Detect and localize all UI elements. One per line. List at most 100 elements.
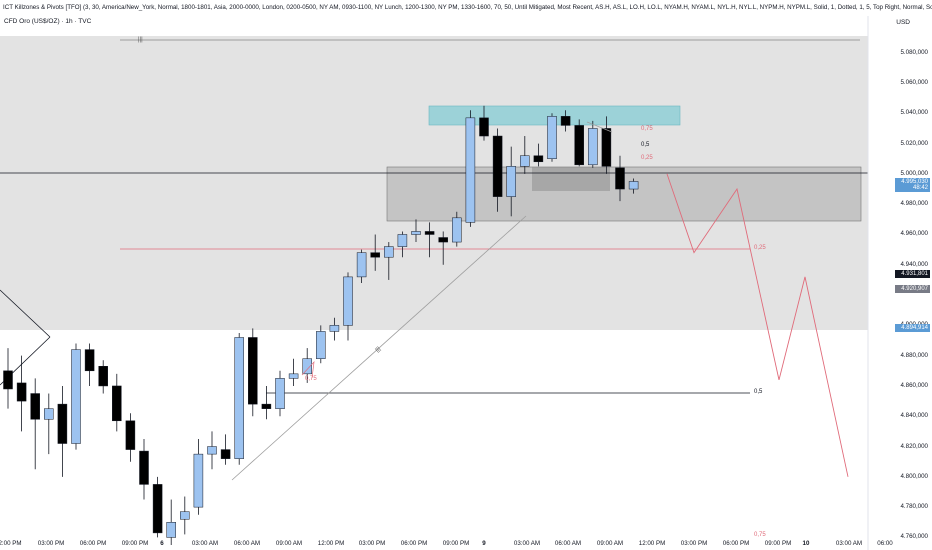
indicator-legend[interactable]: ICT Killzones & Pivots [TFO] (3, 30, Ame… [3,4,932,11]
price-axis-label: 5.000,000 [900,169,928,177]
fib-05-mid-label: 0,5 [754,389,763,395]
time-axis-label: 09:00 PM [442,540,470,547]
price-axis-label: 4.760,000 [900,533,928,541]
fib-025-label: 0,25 [754,245,766,251]
bearish-candle[interactable] [57,403,68,444]
bullish-candle[interactable] [547,116,557,159]
bullish-candle[interactable] [288,373,299,379]
bearish-candle[interactable] [248,337,258,405]
zone-handle-marker[interactable]: ||| [138,37,143,43]
time-axis-label: 03:00 AM [513,540,541,547]
time-axis-label: 03:00 PM [37,540,65,547]
bullish-candle[interactable] [166,522,176,538]
bearish-candle[interactable] [16,382,27,402]
bearish-candle[interactable] [139,450,149,485]
bearish-candle[interactable] [370,252,380,258]
current-price-value: 4.995,030 [901,179,928,185]
bearish-candle[interactable] [615,167,625,190]
price-axis-label: 5.060,000 [900,79,928,86]
time-axis-label: 03:00 AM [835,540,863,547]
time-axis-label: 06:00 AM [233,540,261,547]
price-axis-label: 4.860,000 [900,381,928,389]
bearish-candle[interactable] [220,449,231,459]
price-axis-label: 4.780,000 [900,503,928,511]
chart-title[interactable]: CFD Oro (US$/OZ) · 1h · TVC [4,18,92,25]
bullish-candle[interactable] [343,276,353,326]
bearish-candle[interactable] [125,420,136,450]
bullish-candle[interactable] [316,331,326,359]
currency-label: USD [896,19,910,26]
bullish-candle[interactable] [520,155,530,167]
bearish-candle[interactable] [261,403,272,409]
level-3-price-tag: 4.894,914 [895,324,930,332]
bullish-candle[interactable] [465,117,476,223]
bearish-candle[interactable] [152,484,163,534]
time-axis-label: 06:00 AM [554,540,582,547]
bearish-candle[interactable] [533,155,544,163]
price-axis-label: 4.940,000 [900,260,928,268]
bearish-candle[interactable] [3,370,13,390]
bearish-candle[interactable] [492,135,503,197]
time-axis-label: 03:00 PM [358,540,386,547]
time-axis-label: 03:00 AM [191,540,219,547]
bearish-candle[interactable] [574,125,584,166]
time-axis-label: 09:00 PM [764,540,792,547]
small-fib-label-a: 0,25 [641,155,653,161]
time-axis-label: 9 [482,540,486,547]
time-axis-label: 06:00 PM [722,540,750,547]
bullish-candle[interactable] [234,337,244,459]
arrow-line [586,121,613,133]
bullish-candle[interactable] [207,446,217,455]
time-axis-label: 03:00 PM [680,540,708,547]
bullish-candle[interactable] [588,128,598,166]
bullish-candle[interactable] [452,217,462,243]
bullish-candle[interactable] [329,325,340,332]
price-axis-label: 4.840,000 [900,412,928,420]
bullish-candle[interactable] [628,181,639,190]
bullish-candle[interactable] [397,234,408,247]
small-fib-label-b: 0,75 [305,376,317,382]
price-axis-label: 5.020,000 [900,139,928,147]
time-axis-label: 09:00 AM [275,540,303,547]
range-zone [0,36,868,330]
time-axis-label: 09:00 AM [596,540,624,547]
left-triangle-line-a [0,289,51,338]
bearish-candle[interactable] [601,128,612,167]
bullish-candle[interactable] [356,252,367,278]
bearish-candle[interactable] [438,237,448,243]
price-axis-label: 5.040,000 [900,109,928,117]
bearish-candle[interactable] [560,116,571,126]
bearish-candle[interactable] [112,385,122,422]
candles-group [3,105,639,545]
bullish-candle[interactable] [193,453,204,508]
bearish-candle[interactable] [98,366,108,387]
time-axis-label: 06:00 [877,540,893,547]
bearish-candle[interactable] [424,231,435,235]
level-2-price-tag: 4.920,907 [895,285,930,293]
bullish-candle[interactable] [384,246,394,258]
bottom-fib-label: 0,75 [754,532,766,538]
bullish-candle[interactable] [275,378,285,409]
price-axis-label: 4.880,000 [900,351,928,359]
bullish-candle[interactable] [71,349,81,444]
mini-projection-path [301,360,315,379]
bullish-candle[interactable] [506,166,516,197]
bullish-candle[interactable] [411,231,421,235]
time-axis-label: 10 [802,540,810,547]
bearish-candle[interactable] [479,117,489,137]
bullish-candle[interactable] [44,408,54,420]
bearish-candle[interactable] [84,349,95,372]
fib-075-label: 0,75 [641,126,653,132]
bullish-candle[interactable] [302,358,312,375]
trend-line [231,215,527,481]
time-axis-label: 12:00 PM [638,540,666,547]
time-axis-label: 12:00 PM [317,540,345,547]
bullish-candle[interactable] [180,511,190,520]
time-axis-label: 06:00 PM [79,540,107,547]
time-axis-label: 2:00 PM [0,540,22,547]
inner-gap-box [532,167,610,191]
price-axis-label: 4.980,000 [900,200,928,208]
bearish-candle[interactable] [30,393,40,420]
time-axis-label: 09:00 PM [121,540,149,547]
